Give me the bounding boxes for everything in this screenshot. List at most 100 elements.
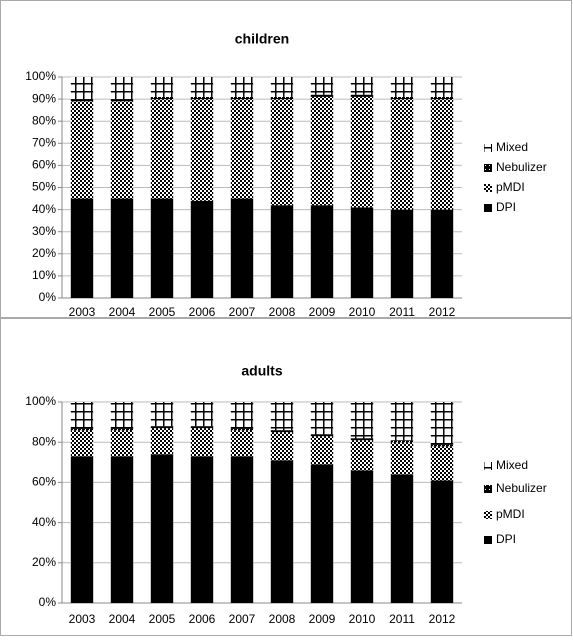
- bar-segment: [310, 96, 334, 206]
- bar-segment: [190, 456, 214, 603]
- legend-swatch: [484, 536, 492, 544]
- bar-segment: [190, 200, 214, 298]
- y-tick-label: 70%: [32, 135, 56, 149]
- bar-segment: [230, 456, 254, 603]
- bar-segment: [310, 205, 334, 298]
- bar-segment: [350, 440, 374, 471]
- x-tick-label: 2005: [149, 305, 176, 319]
- bar-segment: [110, 428, 134, 431]
- bar-segment: [150, 198, 174, 298]
- bar-segment: [230, 99, 254, 199]
- bar-segment: [110, 101, 134, 199]
- x-tick-label: 2009: [309, 305, 336, 319]
- panel-border: [0, 318, 572, 636]
- bar-segment: [430, 99, 454, 210]
- bar-segment: [390, 77, 414, 97]
- bar-segment: [390, 440, 414, 443]
- bar-segment: [270, 99, 294, 206]
- legend-swatch: [484, 144, 492, 152]
- bar-segment: [350, 470, 374, 603]
- y-tick-label: 50%: [32, 180, 56, 194]
- panel-border: [0, 0, 572, 318]
- legend-swatch: [484, 184, 492, 192]
- bar-segment: [310, 77, 334, 95]
- bar-segment: [70, 428, 94, 431]
- x-tick-label: 2007: [229, 305, 256, 319]
- bar-segment: [430, 77, 454, 97]
- bar-segment: [270, 432, 294, 461]
- y-tick-label: 20%: [32, 555, 56, 569]
- bar-segment: [230, 96, 254, 100]
- x-tick-label: 2007: [229, 612, 256, 626]
- bar-segment: [190, 96, 214, 100]
- x-tick-label: 2009: [309, 612, 336, 626]
- bar-segment: [110, 430, 134, 457]
- x-tick-label: 2006: [189, 612, 216, 626]
- bar-segment: [70, 456, 94, 603]
- bar-segment: [310, 94, 334, 97]
- legend-label: DPI: [496, 200, 516, 214]
- x-tick-label: 2011: [389, 305, 415, 319]
- bar-segment: [310, 464, 334, 603]
- bar-segment: [70, 101, 94, 199]
- bar-segment: [430, 446, 454, 481]
- bar-segment: [150, 99, 174, 199]
- x-tick-label: 2006: [189, 305, 216, 319]
- chart-title: children: [235, 31, 289, 47]
- y-tick-label: 40%: [32, 202, 56, 216]
- bar-segment: [350, 402, 374, 439]
- x-tick-label: 2005: [149, 612, 176, 626]
- bar-segment: [190, 402, 214, 427]
- bar-segment: [390, 474, 414, 603]
- bar-segment: [270, 460, 294, 603]
- legend-label: pMDI: [496, 507, 525, 521]
- bar-segment: [390, 209, 414, 298]
- y-tick-label: 100%: [25, 69, 56, 83]
- bar-segment: [150, 428, 174, 455]
- bar-segment: [110, 402, 134, 429]
- bar-segment: [390, 96, 414, 100]
- bar-segment: [270, 77, 294, 97]
- y-tick-label: 80%: [32, 113, 56, 127]
- bar-segment: [350, 207, 374, 298]
- bar-segment: [150, 96, 174, 100]
- bar-segment: [350, 77, 374, 95]
- chart-title: adults: [241, 363, 282, 379]
- bar-segment: [150, 454, 174, 603]
- bar-segment: [110, 198, 134, 298]
- y-tick-label: 100%: [25, 394, 56, 408]
- bar-segment: [430, 402, 454, 445]
- x-tick-label: 2011: [389, 612, 415, 626]
- bar-segment: [230, 402, 254, 429]
- bar-segment: [350, 94, 374, 97]
- bar-segment: [230, 198, 254, 298]
- x-tick-label: 2008: [269, 612, 296, 626]
- legend-swatch: [484, 462, 492, 470]
- bar-segment: [110, 456, 134, 603]
- bar-segment: [230, 77, 254, 97]
- y-tick-label: 60%: [32, 475, 56, 489]
- bar-segment: [150, 402, 174, 427]
- legend-swatch: [484, 204, 492, 212]
- bar-segment: [110, 77, 134, 100]
- bar-segment: [270, 430, 294, 433]
- bar-segment: [350, 438, 374, 441]
- bar-segment: [430, 96, 454, 100]
- legend-swatch: [484, 485, 492, 493]
- legend-swatch: [484, 164, 492, 172]
- legend-label: Mixed: [496, 458, 528, 472]
- y-tick-label: 30%: [32, 224, 56, 238]
- bar-segment: [150, 77, 174, 97]
- y-tick-label: 10%: [32, 268, 56, 282]
- bar-segment: [110, 99, 134, 102]
- bar-segment: [270, 205, 294, 298]
- bar-segment: [310, 434, 334, 437]
- bar-segment: [70, 198, 94, 298]
- y-tick-label: 0%: [39, 290, 57, 304]
- bar-segment: [70, 402, 94, 429]
- legend-label: Mixed: [496, 140, 528, 154]
- x-tick-label: 2008: [269, 305, 296, 319]
- y-tick-label: 60%: [32, 158, 56, 172]
- bar-segment: [390, 402, 414, 441]
